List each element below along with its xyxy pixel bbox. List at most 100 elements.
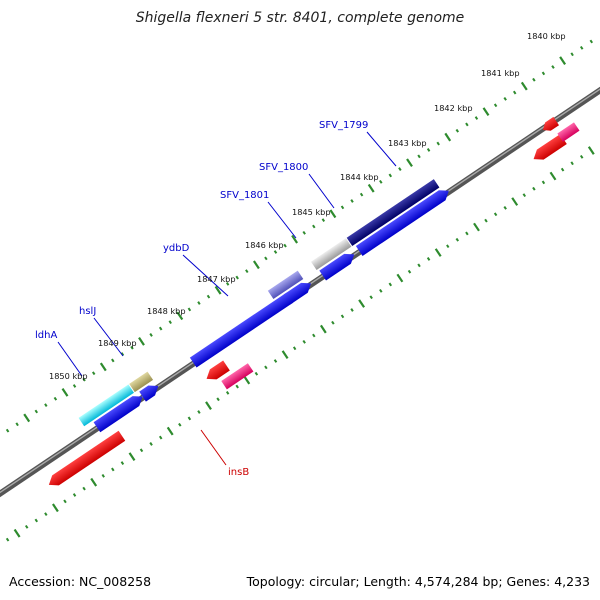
- major-tick: [549, 171, 557, 181]
- gene-sfv-1799-feature[interactable]: [346, 179, 440, 247]
- gene-reverse-arrow[interactable]: [46, 430, 126, 490]
- gene-label-sfv-1800[interactable]: SFV_1800: [259, 162, 308, 173]
- major-tick: [166, 426, 174, 436]
- kbp-label: 1841 kbp: [481, 68, 520, 78]
- minor-tick: [465, 231, 469, 236]
- minor-tick: [82, 377, 86, 382]
- gene-sfv-1800-feature[interactable]: [310, 238, 352, 271]
- minor-tick: [111, 358, 115, 363]
- minor-tick: [512, 90, 517, 95]
- minor-tick: [235, 275, 239, 280]
- minor-tick: [245, 269, 249, 274]
- major-tick: [520, 81, 528, 91]
- minor-tick: [44, 403, 48, 407]
- minor-tick: [216, 397, 220, 402]
- minor-tick: [225, 391, 230, 395]
- kbp-label: 1842 kbp: [434, 103, 473, 113]
- gene-sfv-1801-feature[interactable]: [267, 270, 304, 300]
- minor-tick: [5, 428, 10, 433]
- gene-label-sfv-1799[interactable]: SFV_1799: [319, 120, 368, 131]
- gene-insb-feature[interactable]: [221, 363, 254, 390]
- major-tick: [61, 387, 69, 397]
- minor-tick: [120, 461, 125, 465]
- minor-tick: [426, 257, 431, 261]
- minor-tick: [302, 339, 306, 344]
- major-tick: [99, 362, 107, 372]
- kbp-label: 1850 kbp: [49, 371, 88, 381]
- major-tick: [51, 503, 59, 513]
- minor-tick: [493, 103, 498, 108]
- minor-tick: [350, 308, 354, 312]
- major-tick: [511, 197, 519, 206]
- minor-tick: [24, 524, 29, 529]
- minor-tick: [541, 71, 546, 76]
- kbp-label: 1840 kbp: [527, 31, 566, 41]
- gene-reverse-arrow[interactable]: [540, 116, 559, 134]
- major-tick: [138, 336, 145, 346]
- minor-tick: [503, 206, 507, 210]
- gene-reverse-arrow[interactable]: [530, 134, 567, 164]
- minor-tick: [484, 218, 488, 223]
- minor-tick: [91, 371, 96, 376]
- gene-label-ldha[interactable]: ldhA: [35, 330, 57, 341]
- gene-forward-arrow[interactable]: [93, 392, 146, 433]
- minor-tick: [158, 435, 163, 440]
- gene-forward-arrow[interactable]: [189, 288, 300, 368]
- minor-tick: [197, 410, 201, 414]
- minor-tick: [264, 365, 268, 370]
- gene-forward-arrow[interactable]: [139, 381, 161, 402]
- minor-tick: [149, 442, 153, 446]
- gene-forward-arrow[interactable]: [355, 186, 452, 256]
- major-tick: [281, 350, 289, 360]
- gene-reverse-arrow[interactable]: [203, 360, 230, 384]
- minor-tick: [312, 224, 316, 229]
- minor-tick: [398, 167, 402, 171]
- minor-tick: [197, 301, 201, 305]
- gene-label-ydbd[interactable]: ydbD: [163, 243, 190, 254]
- minor-tick: [101, 473, 105, 478]
- callout-lines: [57, 131, 397, 466]
- gene-forward-arrow[interactable]: [319, 249, 357, 281]
- minor-tick: [34, 409, 39, 414]
- minor-tick: [168, 320, 172, 325]
- minor-tick: [331, 320, 335, 325]
- major-tick: [90, 477, 98, 487]
- minor-tick: [493, 212, 498, 217]
- gene-label-sfv-1801[interactable]: SFV_1801: [220, 190, 269, 201]
- minor-tick: [426, 148, 431, 152]
- kbp-label: 1847 kbp: [197, 274, 236, 284]
- gene-labels: SFV_1799 SFV_1800 SFV_1801 ydbD hslJ ldh…: [35, 120, 368, 478]
- major-tick: [128, 452, 136, 462]
- minor-tick: [446, 244, 450, 249]
- feature-tracks: [46, 116, 580, 490]
- minor-tick: [206, 294, 211, 299]
- minor-tick: [369, 295, 373, 300]
- gene-label-insb[interactable]: insB: [228, 467, 249, 478]
- minor-tick: [235, 384, 239, 389]
- minor-tick: [72, 384, 77, 388]
- minor-tick: [503, 97, 507, 101]
- major-tick: [243, 375, 251, 385]
- minor-tick: [350, 199, 354, 203]
- minor-tick: [436, 141, 440, 146]
- minor-tick: [72, 493, 77, 497]
- minor-tick: [187, 416, 192, 421]
- minor-tick: [302, 230, 306, 235]
- gene-hslj-feature[interactable]: [129, 371, 154, 393]
- major-tick: [205, 401, 212, 411]
- major-tick: [434, 248, 442, 257]
- minor-tick: [388, 282, 393, 287]
- minor-tick: [522, 193, 527, 198]
- minor-tick: [340, 205, 345, 210]
- pink-feature[interactable]: [557, 122, 580, 142]
- major-tick: [367, 183, 375, 193]
- accession-text: Accession: NC_008258: [9, 574, 152, 589]
- kbp-labels: 1840 kbp 1841 kbp 1842 kbp 1843 kbp 1844 kbp…: [49, 31, 566, 381]
- minor-tick: [455, 128, 460, 133]
- gene-label-hslj[interactable]: hslJ: [79, 306, 96, 317]
- minor-tick: [417, 154, 421, 159]
- minor-tick: [407, 269, 412, 274]
- major-tick: [396, 273, 404, 283]
- gene-ldha-feature[interactable]: [78, 384, 134, 427]
- major-tick: [176, 311, 184, 321]
